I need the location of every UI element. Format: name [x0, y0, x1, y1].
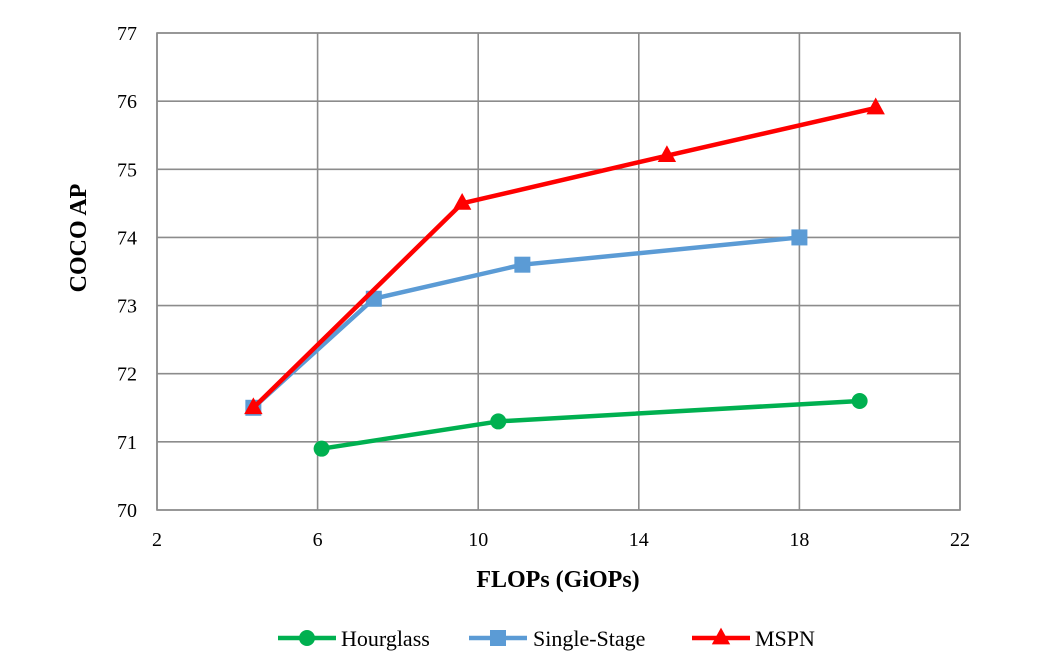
x-tick-labels: 2 6 10 14 18 22: [152, 529, 970, 551]
y-tick-label: 74: [117, 227, 137, 249]
y-tick-label: 73: [117, 296, 137, 318]
y-tick-label: 70: [117, 500, 137, 522]
legend-swatch-marker: [711, 627, 731, 645]
hourglass-point: [490, 413, 507, 430]
y-tick-label: 75: [117, 159, 137, 181]
legend-label: Single-Stage: [533, 626, 645, 651]
hourglass-point: [851, 392, 868, 409]
y-axis-title: COCO AP: [66, 184, 92, 293]
x-tick-label: 2: [152, 529, 162, 551]
single-stage-point: [791, 229, 808, 246]
series-hourglass: [313, 392, 868, 457]
mspn-point: [866, 97, 885, 115]
mspn-line: [251, 105, 877, 410]
series-single-stage: [245, 229, 808, 416]
single-stage-line: [251, 235, 800, 410]
mspn-point: [244, 397, 263, 415]
single-stage-point: [514, 256, 531, 273]
legend-label: Hourglass: [341, 626, 430, 651]
plot-border: [156, 32, 961, 511]
legend-item-mspn: MSPN: [692, 626, 815, 651]
legend-swatch-marker: [299, 630, 315, 646]
legend-item-hourglass: Hourglass: [278, 626, 430, 651]
series-group: [244, 97, 885, 457]
plot-frame: [156, 32, 961, 511]
mspn-point: [657, 145, 677, 163]
legend-item-single-stage: Single-Stage: [469, 626, 645, 651]
series-mspn: [244, 97, 885, 415]
mspn-point: [452, 192, 472, 210]
legend: Hourglass Single-Stage MSPN: [278, 626, 815, 651]
grid-lines: [156, 32, 961, 511]
x-tick-label: 18: [789, 529, 809, 551]
legend-label: MSPN: [755, 626, 815, 651]
x-tick-label: 14: [629, 529, 649, 551]
y-tick-label: 76: [117, 91, 137, 113]
y-tick-label: 71: [117, 432, 137, 454]
legend-swatch-marker: [490, 630, 506, 646]
y-tick-label: 72: [117, 364, 137, 386]
x-axis-title: FLOPs (GiOPs): [476, 567, 639, 593]
x-tick-label: 22: [950, 529, 970, 551]
x-tick-label: 6: [313, 529, 323, 551]
y-tick-labels: 70 71 72 73 74 75 76 77: [117, 23, 137, 522]
x-tick-label: 10: [468, 529, 488, 551]
hourglass-point: [313, 440, 330, 457]
y-tick-label: 77: [117, 23, 137, 45]
